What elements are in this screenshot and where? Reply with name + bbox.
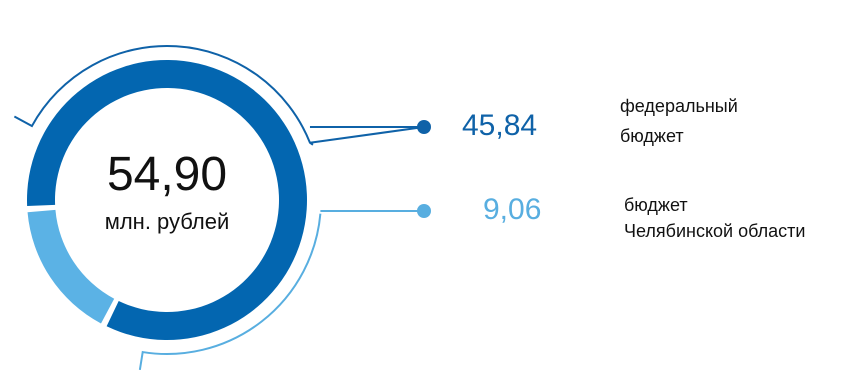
total-value: 54,90: [106, 148, 228, 201]
bracket-federal: [13, 45, 314, 146]
desc-label-regional-line2: Челябинской области: [624, 221, 806, 241]
desc-label-regional-line1: бюджет: [624, 195, 688, 215]
pointer-dot-federal: [417, 120, 431, 134]
total-unit: млн. рублей: [104, 209, 230, 234]
pointer-line-federal: [309, 126, 425, 144]
bracket-regional: [138, 213, 322, 371]
value-label-federal: 45,84: [462, 109, 538, 142]
value-label-regional: 9,06: [483, 193, 542, 226]
slice-regional: [27, 209, 115, 324]
pointer-dot-regional: [417, 204, 431, 218]
desc-label-federal-line1: федеральный: [620, 96, 738, 116]
desc-label-federal-line2: бюджет: [620, 126, 684, 146]
